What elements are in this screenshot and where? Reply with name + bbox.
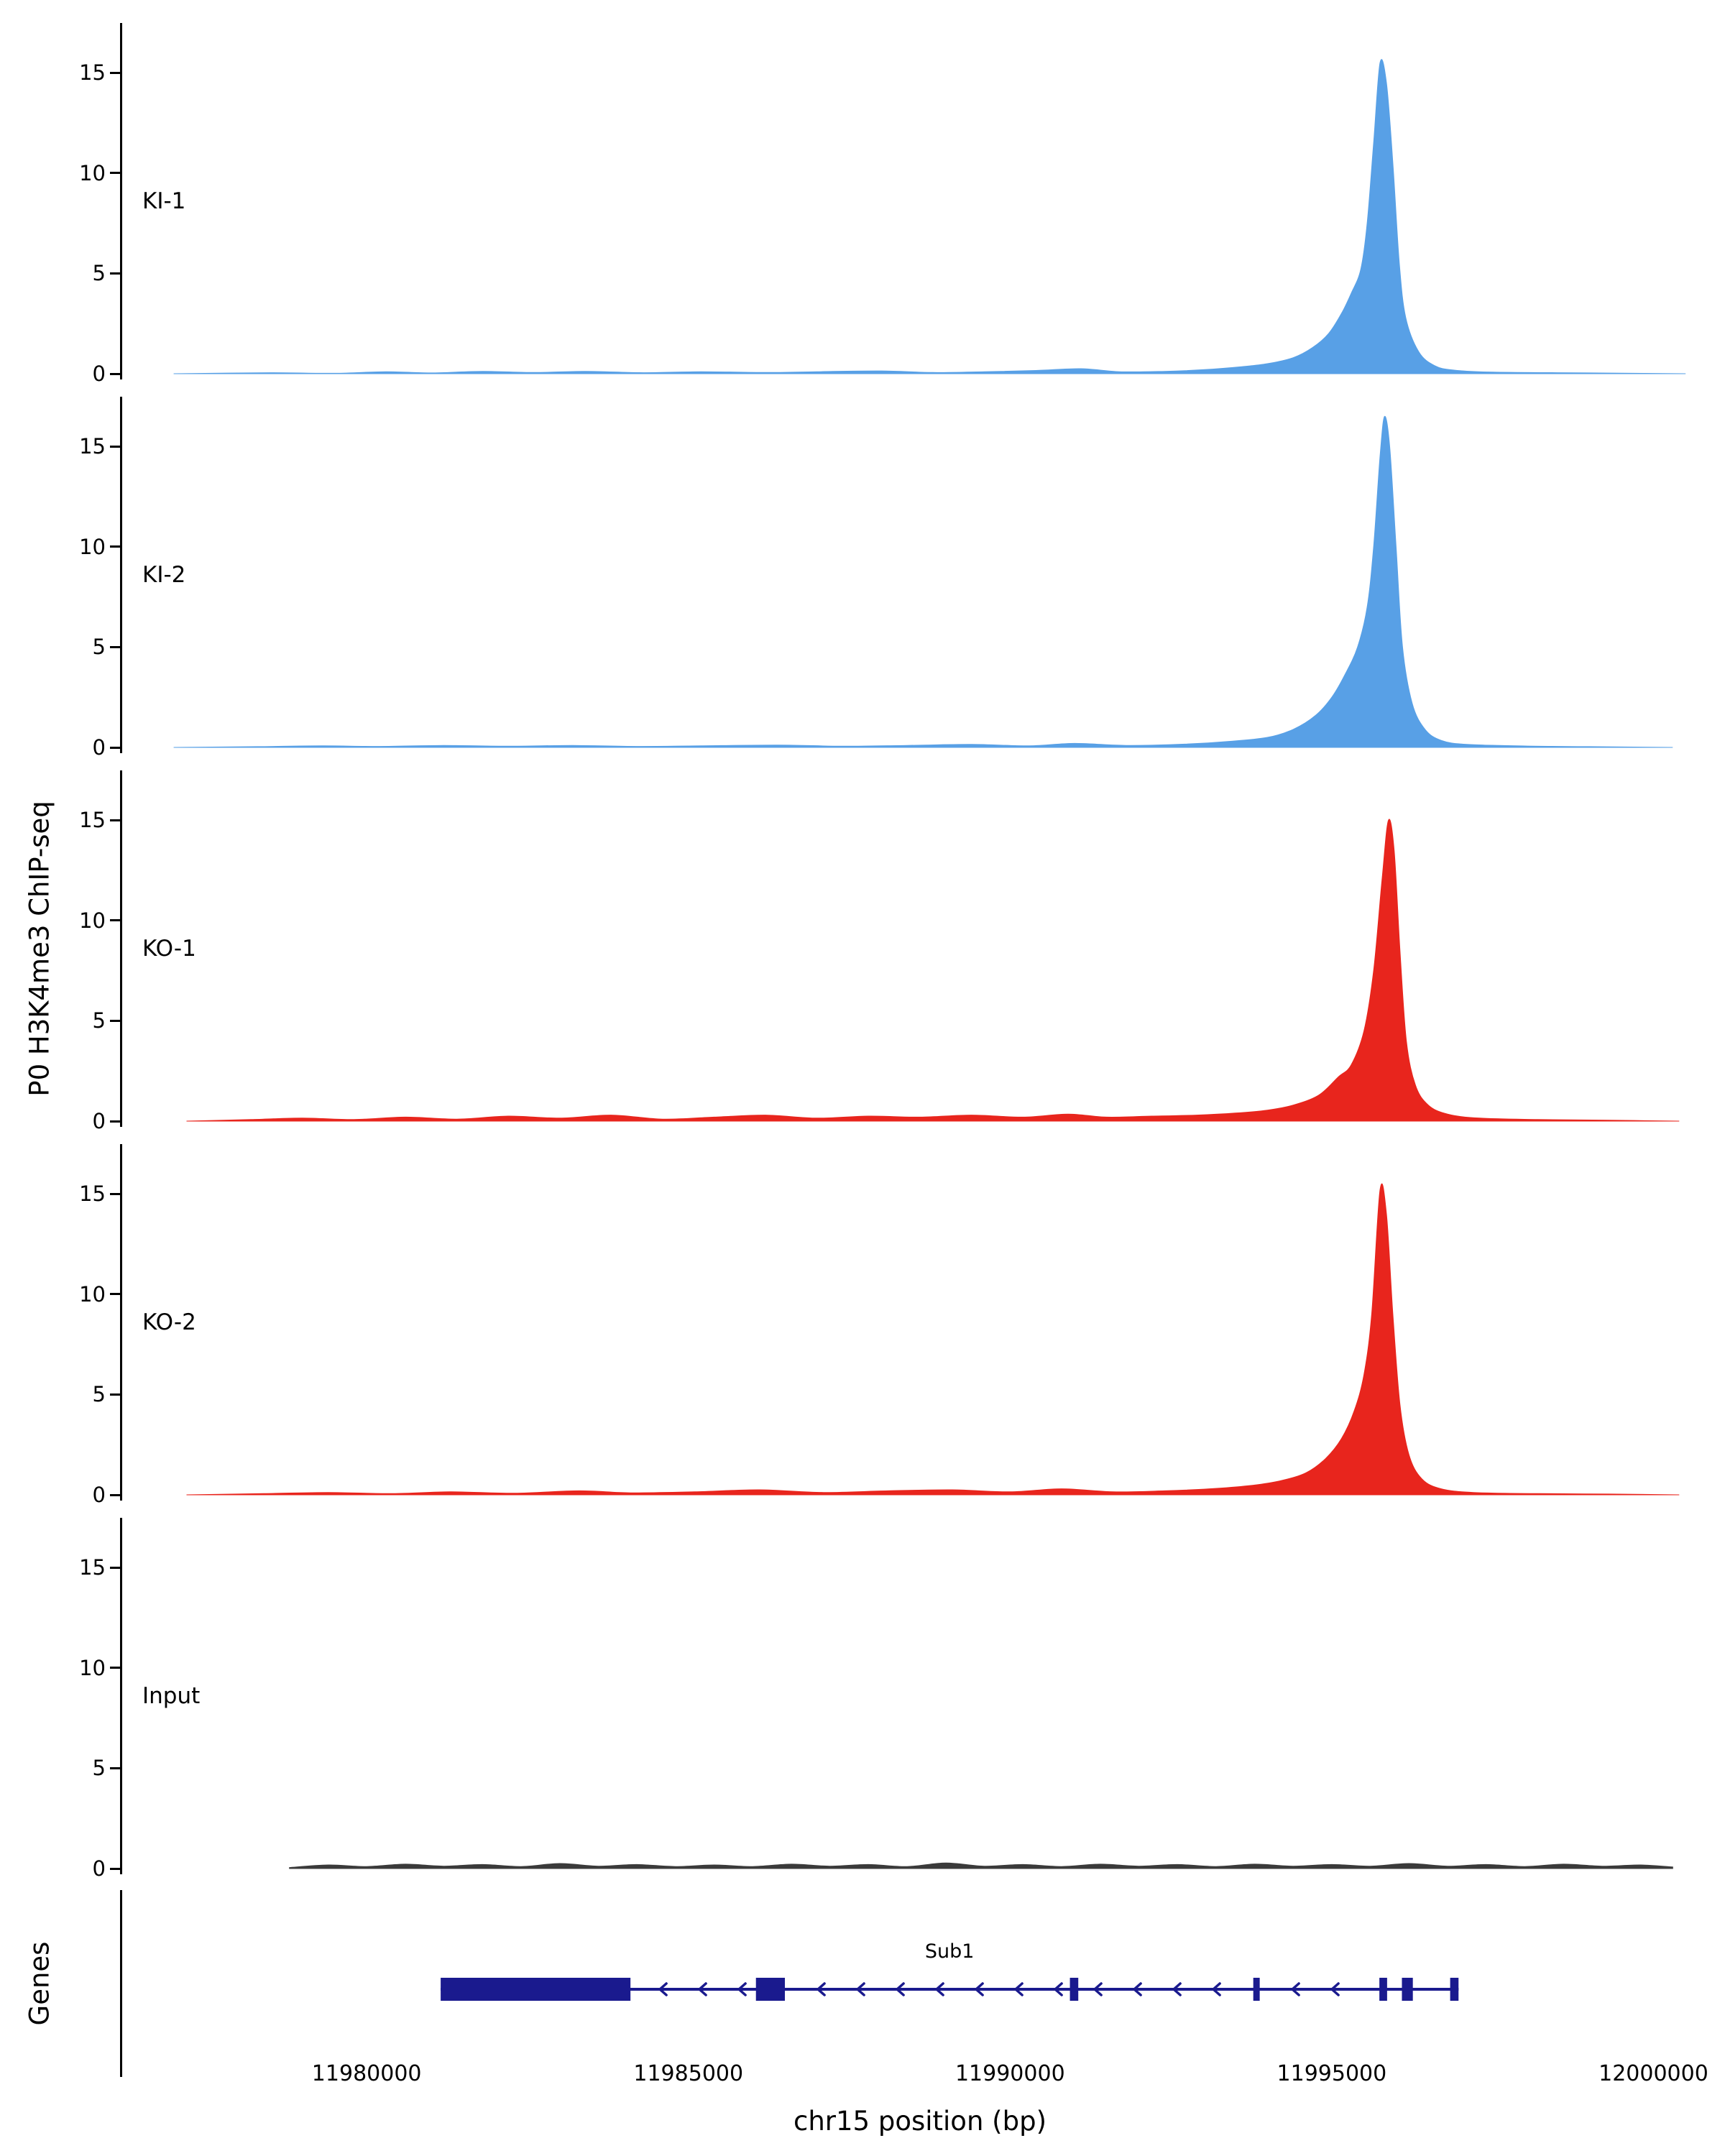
- strand-arrow-icon: [697, 1982, 707, 1996]
- coverage-area-chart: [173, 59, 1686, 374]
- y-tick-mark: [110, 1667, 120, 1669]
- coverage-area-chart: [186, 1183, 1680, 1496]
- coverage-area-path: [186, 1183, 1680, 1496]
- y-tick-label: 10: [79, 1281, 106, 1307]
- y-tick-label: 0: [92, 1856, 106, 1881]
- y-tick-label: 5: [92, 1756, 106, 1781]
- track-label: KO-1: [142, 936, 196, 962]
- y-tick-mark: [110, 919, 120, 922]
- y-tick-mark: [110, 1293, 120, 1296]
- strand-arrow-icon: [816, 1982, 826, 1996]
- y-axis-line: [120, 397, 122, 753]
- strand-arrow-icon: [1290, 1982, 1300, 1996]
- y-axis-line: [120, 1518, 122, 1874]
- y-tick-mark: [110, 1192, 120, 1195]
- track-label: KI-2: [142, 562, 186, 588]
- y-tick-label: 5: [92, 635, 106, 660]
- x-axis-title: chr15 position (bp): [793, 2106, 1047, 2137]
- y-tick-mark: [110, 645, 120, 648]
- x-tick-label: 11980000: [311, 2061, 422, 2086]
- track-label: KO-2: [142, 1309, 196, 1335]
- track-panel-KO-2: 0 5 10 15 KO-2: [0, 1144, 1725, 1506]
- y-tick-mark: [110, 272, 120, 275]
- strand-arrow-icon: [1172, 1982, 1182, 1996]
- gene-model-chart: [441, 1978, 1459, 2001]
- strand-arrow-icon: [855, 1982, 865, 1996]
- coverage-area-chart: [186, 819, 1680, 1122]
- y-tick-mark: [110, 1493, 120, 1496]
- strand-arrow-icon: [895, 1982, 905, 1996]
- strand-arrow-icon: [658, 1982, 668, 1996]
- y-axis-line: [120, 23, 122, 379]
- y-tick-mark: [110, 172, 120, 175]
- gene-exon: [1402, 1978, 1413, 2001]
- strand-arrow-icon: [1330, 1982, 1340, 1996]
- y-tick-label: 10: [79, 534, 106, 559]
- y-axis-line: [120, 1144, 122, 1501]
- gene-exon: [441, 1978, 631, 2001]
- coverage-area-path: [173, 59, 1686, 374]
- y-axis-line: [120, 770, 122, 1127]
- y-tick-mark: [110, 819, 120, 821]
- track-label: KI-1: [142, 188, 186, 214]
- genes-axis-line: [120, 1890, 122, 2077]
- gene-exon: [1253, 1978, 1260, 2001]
- x-tick-label: 11985000: [633, 2061, 744, 2086]
- coverage-area-chart: [289, 1862, 1673, 1869]
- y-tick-label: 10: [79, 1655, 106, 1680]
- strand-arrow-icon: [1132, 1982, 1142, 1996]
- x-tick-label: 11990000: [954, 2061, 1065, 2086]
- y-tick-mark: [110, 372, 120, 375]
- y-tick-label: 15: [79, 808, 106, 833]
- gene-name-label: Sub1: [924, 1940, 975, 1963]
- x-tick-label: 12000000: [1598, 2061, 1708, 2086]
- y-tick-label: 15: [79, 60, 106, 86]
- strand-arrow-icon: [1092, 1982, 1103, 1996]
- y-tick-label: 15: [79, 1555, 106, 1580]
- y-tick-label: 5: [92, 261, 106, 286]
- y-tick-mark: [110, 1019, 120, 1022]
- strand-arrow-icon: [1053, 1982, 1063, 1996]
- coverage-area-path: [289, 1862, 1673, 1869]
- y-tick-mark: [110, 1867, 120, 1870]
- y-tick-mark: [110, 1766, 120, 1769]
- coverage-area-path: [186, 819, 1680, 1122]
- y-tick-label: 0: [92, 1109, 106, 1133]
- y-tick-label: 15: [79, 434, 106, 459]
- track-panel-KI-2: 0 5 10 15 KI-2: [0, 397, 1725, 759]
- y-tick-label: 10: [79, 908, 106, 933]
- y-tick-label: 10: [79, 160, 106, 185]
- genes-panel: Sub1: [0, 1890, 1725, 2077]
- gene-exon: [1379, 1978, 1387, 2001]
- gene-exon: [1450, 1978, 1459, 2001]
- y-tick-mark: [110, 71, 120, 74]
- coverage-area-path: [173, 415, 1673, 748]
- y-tick-label: 0: [92, 361, 106, 386]
- strand-arrow-icon: [1013, 1982, 1024, 1996]
- x-tick-label: 11995000: [1276, 2061, 1387, 2086]
- track-panel-KI-1: 0 5 10 15 KI-1: [0, 23, 1725, 385]
- gene-exon: [1070, 1978, 1079, 2001]
- strand-arrow-icon: [737, 1982, 747, 1996]
- y-tick-label: 5: [92, 1382, 106, 1407]
- y-tick-label: 15: [79, 1181, 106, 1207]
- track-label: Input: [142, 1683, 201, 1709]
- strand-arrow-icon: [1211, 1982, 1221, 1996]
- y-tick-label: 5: [92, 1008, 106, 1033]
- strand-arrow-icon: [934, 1982, 944, 1996]
- gene-exon: [755, 1978, 786, 2001]
- y-tick-mark: [110, 445, 120, 448]
- y-tick-mark: [110, 746, 120, 749]
- track-panel-Input: 0 5 10 15 Input: [0, 1518, 1725, 1880]
- coverage-area-chart: [173, 415, 1673, 748]
- y-tick-label: 0: [92, 735, 106, 760]
- y-tick-mark: [110, 1120, 120, 1123]
- y-tick-mark: [110, 1566, 120, 1569]
- y-tick-mark: [110, 545, 120, 548]
- strand-arrow-icon: [974, 1982, 984, 1996]
- track-panel-KO-1: 0 5 10 15 KO-1: [0, 770, 1725, 1133]
- y-tick-mark: [110, 1393, 120, 1396]
- y-tick-label: 0: [92, 1483, 106, 1507]
